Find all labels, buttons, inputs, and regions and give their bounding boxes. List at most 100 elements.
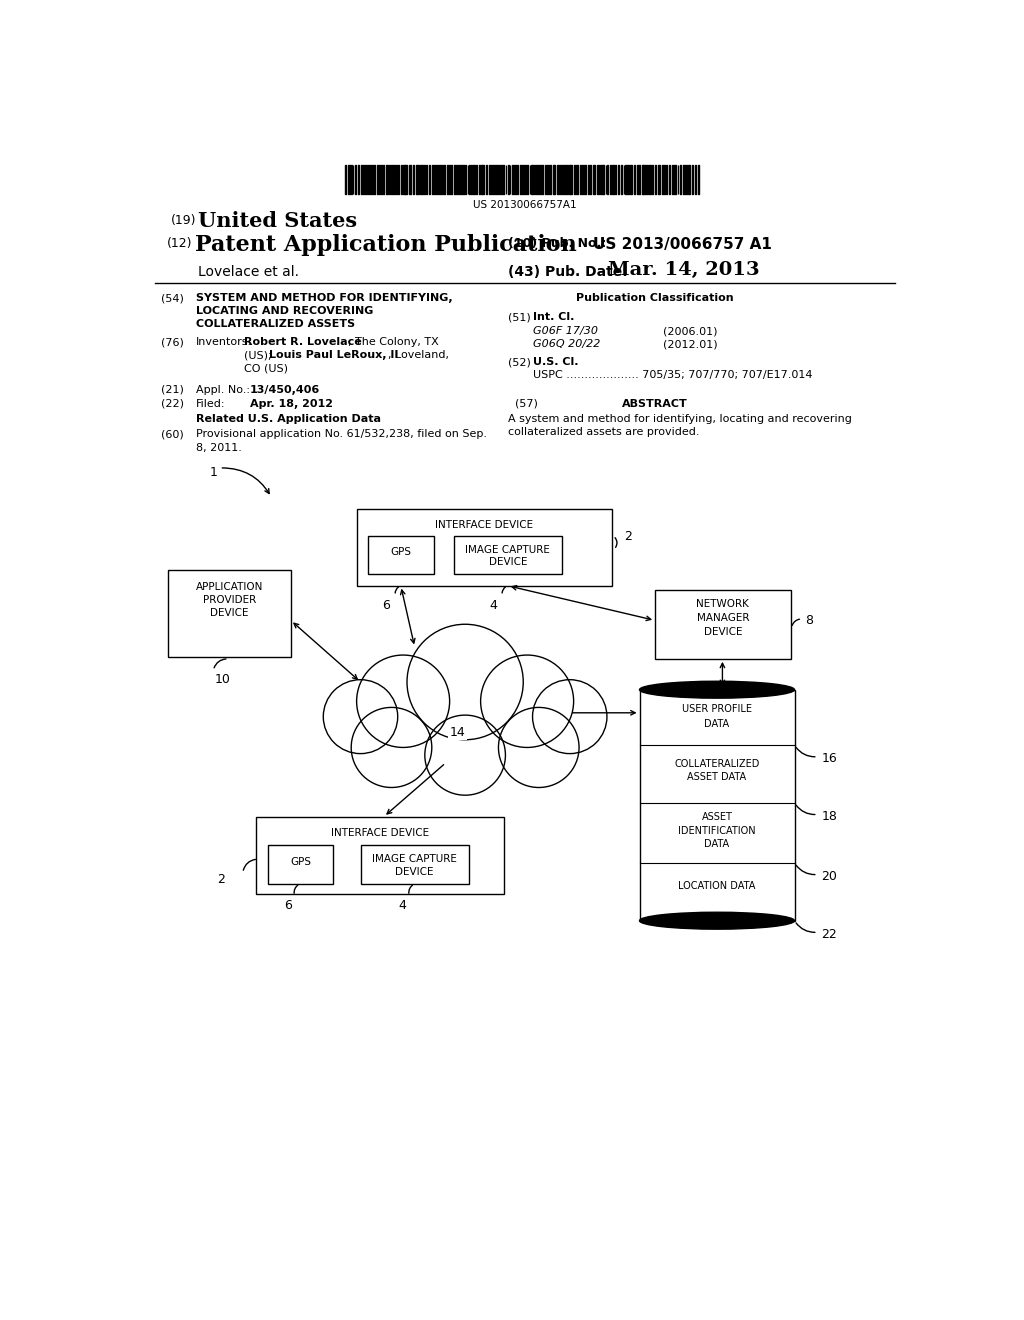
Text: U.S. Cl.: U.S. Cl. (532, 358, 579, 367)
Text: (43) Pub. Date:: (43) Pub. Date: (508, 264, 628, 279)
Text: PROVIDER: PROVIDER (203, 595, 256, 605)
Bar (454, 536, 562, 574)
Text: 6: 6 (382, 599, 390, 612)
Text: Publication Classification: Publication Classification (577, 293, 734, 304)
Bar (256, 817, 504, 894)
Text: Related U.S. Application Data: Related U.S. Application Data (197, 414, 381, 424)
Text: (2012.01): (2012.01) (663, 339, 718, 350)
Text: DEVICE: DEVICE (210, 609, 249, 618)
Text: LOCATION DATA: LOCATION DATA (678, 880, 756, 891)
Text: DATA: DATA (705, 840, 729, 850)
Text: Provisional application No. 61/532,238, filed on Sep.: Provisional application No. 61/532,238, … (197, 429, 487, 440)
Text: GPS: GPS (391, 548, 412, 557)
Text: SYSTEM AND METHOD FOR IDENTIFYING,: SYSTEM AND METHOD FOR IDENTIFYING, (197, 293, 453, 304)
Text: , Loveland,: , Loveland, (388, 350, 450, 360)
Text: (US);: (US); (245, 350, 272, 360)
Text: MANAGER: MANAGER (696, 612, 750, 623)
Text: (10) Pub. No.:: (10) Pub. No.: (508, 238, 606, 249)
Text: 8, 2011.: 8, 2011. (197, 442, 242, 453)
Text: Apr. 18, 2012: Apr. 18, 2012 (250, 399, 333, 409)
Text: Filed:: Filed: (197, 399, 225, 409)
Text: CO (US): CO (US) (245, 363, 288, 374)
Circle shape (356, 655, 450, 747)
Text: DEVICE: DEVICE (703, 627, 742, 636)
Text: NETWORK: NETWORK (696, 599, 750, 609)
Text: USPC .................... 705/35; 707/770; 707/E17.014: USPC .................... 705/35; 707/77… (532, 370, 812, 380)
Ellipse shape (640, 681, 795, 698)
Text: 4: 4 (489, 599, 498, 612)
Text: 22: 22 (821, 928, 838, 941)
Circle shape (425, 715, 506, 795)
Circle shape (532, 680, 607, 754)
Ellipse shape (640, 912, 795, 929)
Text: GPS: GPS (290, 857, 311, 867)
Text: (19): (19) (171, 214, 197, 227)
Circle shape (480, 655, 573, 747)
Bar (267, 845, 334, 884)
Bar (360, 845, 469, 884)
Text: 20: 20 (821, 870, 838, 883)
Text: collateralized assets are provided.: collateralized assets are provided. (508, 428, 699, 437)
Text: Int. Cl.: Int. Cl. (532, 313, 573, 322)
Text: United States: United States (198, 211, 357, 231)
Text: 2: 2 (624, 529, 632, 543)
Text: INTERFACE DEVICE: INTERFACE DEVICE (435, 520, 534, 529)
Circle shape (407, 624, 523, 739)
Text: (12): (12) (167, 238, 193, 249)
Text: 2: 2 (217, 873, 225, 886)
Text: Patent Application Publication: Patent Application Publication (195, 234, 577, 256)
Bar (640, 689, 795, 921)
Text: (21): (21) (161, 385, 183, 395)
Text: COLLATERALIZED ASSETS: COLLATERALIZED ASSETS (197, 319, 355, 329)
Text: A system and method for identifying, locating and recovering: A system and method for identifying, loc… (508, 414, 852, 424)
Text: Mar. 14, 2013: Mar. 14, 2013 (608, 261, 760, 279)
Bar (369, 536, 434, 574)
Text: 4: 4 (398, 899, 407, 912)
Text: US 2013/0066757 A1: US 2013/0066757 A1 (593, 238, 772, 252)
Text: (54): (54) (161, 293, 183, 304)
Text: (2006.01): (2006.01) (663, 326, 717, 337)
Text: 16: 16 (821, 752, 838, 766)
Text: IMAGE CAPTURE: IMAGE CAPTURE (373, 854, 457, 865)
Text: DEVICE: DEVICE (395, 867, 434, 876)
Circle shape (324, 680, 397, 754)
Text: 18: 18 (821, 810, 838, 824)
Text: ABSTRACT: ABSTRACT (623, 399, 688, 409)
Text: (60): (60) (161, 429, 183, 440)
Text: (52): (52) (508, 358, 530, 367)
Text: INTERFACE DEVICE: INTERFACE DEVICE (331, 828, 429, 837)
Text: LOCATING AND RECOVERING: LOCATING AND RECOVERING (197, 306, 374, 317)
Text: 14: 14 (450, 726, 465, 739)
Text: 1: 1 (209, 466, 217, 479)
Text: 8: 8 (805, 614, 813, 627)
Text: 13/450,406: 13/450,406 (250, 385, 319, 395)
Text: (51): (51) (508, 313, 530, 322)
Text: 6: 6 (284, 899, 292, 912)
Text: DEVICE: DEVICE (488, 557, 527, 568)
Bar (168, 570, 291, 656)
Text: DATA: DATA (705, 719, 729, 730)
Text: USER PROFILE: USER PROFILE (682, 704, 752, 714)
Text: Appl. No.:: Appl. No.: (197, 385, 250, 395)
Circle shape (351, 708, 432, 788)
Text: APPLICATION: APPLICATION (196, 582, 263, 591)
Text: Lovelace et al.: Lovelace et al. (198, 264, 299, 279)
Text: Inventors:: Inventors: (197, 337, 252, 347)
Text: Louis Paul LeRoux, II: Louis Paul LeRoux, II (269, 350, 398, 360)
Text: (22): (22) (161, 399, 183, 409)
Text: G06Q 20/22: G06Q 20/22 (532, 339, 600, 350)
Bar (655, 590, 791, 659)
Text: US 20130066757A1: US 20130066757A1 (473, 199, 577, 210)
Text: ASSET: ASSET (701, 812, 732, 822)
Text: (76): (76) (161, 337, 183, 347)
Text: , The Colony, TX: , The Colony, TX (348, 337, 439, 347)
Text: IDENTIFICATION: IDENTIFICATION (678, 825, 756, 836)
Text: Robert R. Lovelace: Robert R. Lovelace (245, 337, 362, 347)
Circle shape (499, 708, 579, 788)
Text: ASSET DATA: ASSET DATA (687, 772, 746, 783)
Text: (57): (57) (515, 399, 539, 409)
Text: IMAGE CAPTURE: IMAGE CAPTURE (465, 545, 550, 554)
Text: COLLATERALIZED: COLLATERALIZED (675, 759, 760, 768)
Text: 10: 10 (215, 673, 230, 686)
Bar (356, 508, 612, 586)
